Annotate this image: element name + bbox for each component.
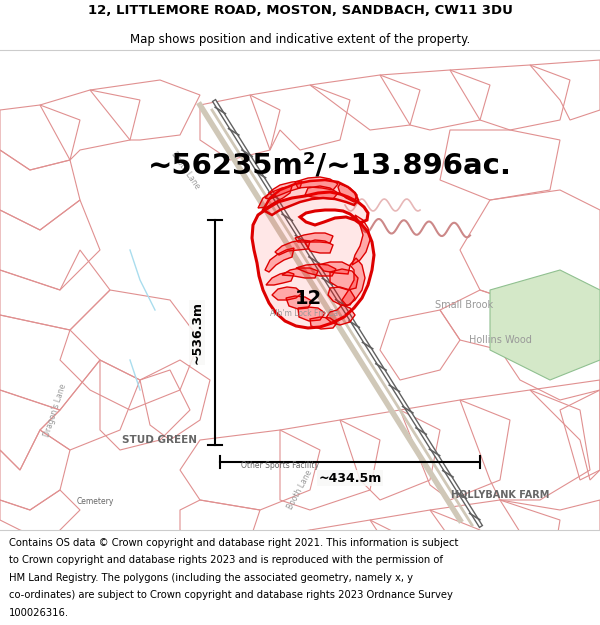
- Text: Booth Lane: Booth Lane: [169, 150, 201, 190]
- Text: ~434.5m: ~434.5m: [319, 471, 382, 484]
- Polygon shape: [330, 269, 358, 290]
- Polygon shape: [318, 262, 350, 274]
- Text: to Crown copyright and database rights 2023 and is reproduced with the permissio: to Crown copyright and database rights 2…: [9, 555, 443, 565]
- Polygon shape: [272, 287, 302, 300]
- Text: 12: 12: [295, 289, 322, 308]
- Polygon shape: [296, 264, 336, 276]
- Polygon shape: [298, 307, 325, 321]
- Text: Cemetery: Cemetery: [76, 498, 113, 506]
- Text: Contains OS data © Crown copyright and database right 2021. This information is : Contains OS data © Crown copyright and d…: [0, 624, 1, 625]
- Text: co-ordinates) are subject to Crown copyright and database rights 2023 Ordnance S: co-ordinates) are subject to Crown copyr…: [9, 591, 453, 601]
- Text: 100026316.: 100026316.: [9, 608, 69, 618]
- Polygon shape: [305, 186, 338, 199]
- Polygon shape: [328, 287, 355, 305]
- Text: HM Land Registry. The polygons (including the associated geometry, namely x, y: HM Land Registry. The polygons (includin…: [9, 572, 413, 582]
- Text: Small Brook: Small Brook: [435, 300, 493, 310]
- Text: Map shows position and indicative extent of the property.: Map shows position and indicative extent…: [130, 32, 470, 46]
- Text: ~536.3m: ~536.3m: [191, 301, 203, 364]
- Polygon shape: [310, 317, 337, 329]
- Polygon shape: [326, 305, 355, 325]
- Polygon shape: [342, 258, 365, 306]
- Text: STUD GREEN: STUD GREEN: [122, 435, 197, 445]
- Polygon shape: [266, 272, 294, 285]
- Polygon shape: [490, 270, 600, 380]
- Polygon shape: [352, 215, 370, 265]
- Polygon shape: [305, 240, 333, 253]
- Polygon shape: [282, 268, 318, 278]
- Polygon shape: [252, 192, 374, 328]
- Text: Alb'm Lock Fm Ca...: Alb'm Lock Fm Ca...: [270, 309, 345, 318]
- Text: Other Sports Facility: Other Sports Facility: [241, 461, 319, 469]
- Polygon shape: [265, 248, 294, 272]
- Text: Hollins Wood: Hollins Wood: [469, 335, 532, 345]
- Polygon shape: [263, 180, 358, 215]
- Text: Booth Lane: Booth Lane: [286, 469, 314, 511]
- Polygon shape: [275, 240, 310, 255]
- Polygon shape: [286, 296, 312, 309]
- Polygon shape: [338, 184, 357, 202]
- Text: Dragon's Lane: Dragon's Lane: [42, 382, 68, 438]
- Text: ~56235m²/~13.896ac.: ~56235m²/~13.896ac.: [148, 151, 512, 179]
- Polygon shape: [258, 186, 292, 208]
- Text: HOLLYBANK FARM: HOLLYBANK FARM: [451, 490, 549, 500]
- Polygon shape: [295, 233, 333, 243]
- Polygon shape: [265, 181, 302, 199]
- Polygon shape: [295, 177, 338, 190]
- Text: 12, LITTLEMORE ROAD, MOSTON, SANDBACH, CW11 3DU: 12, LITTLEMORE ROAD, MOSTON, SANDBACH, C…: [88, 4, 512, 18]
- Text: Contains OS data © Crown copyright and database right 2021. This information is : Contains OS data © Crown copyright and d…: [9, 538, 458, 548]
